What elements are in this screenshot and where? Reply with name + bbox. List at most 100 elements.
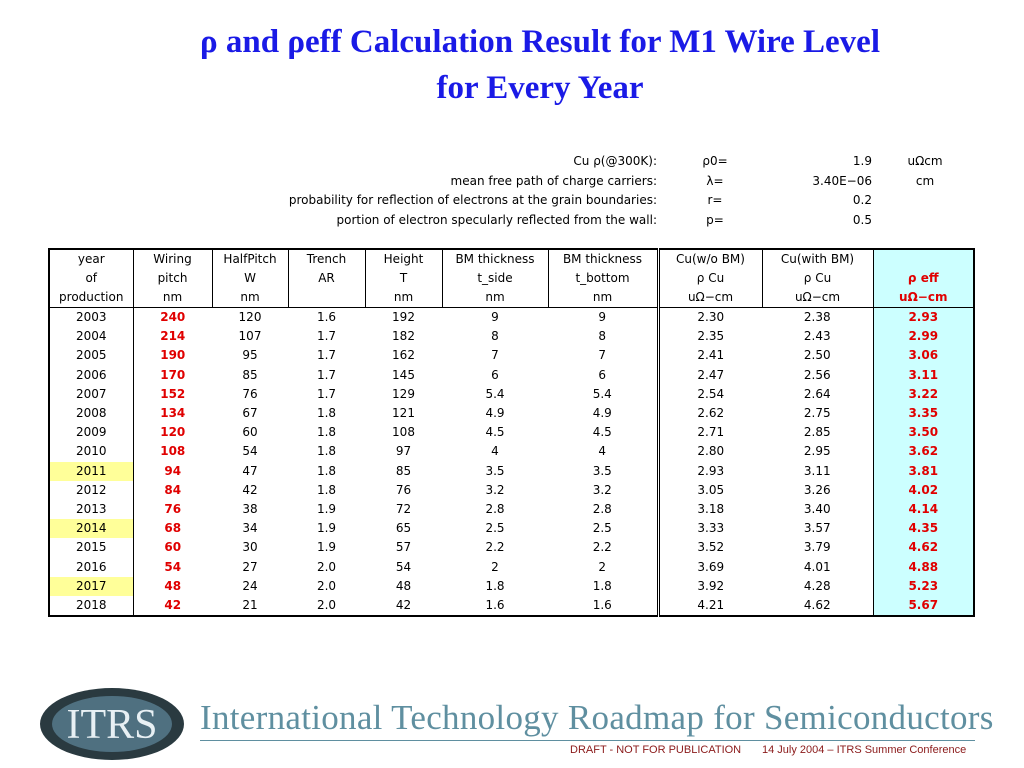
data-cell: 2003 [49,307,134,328]
data-cell: 1.6 [485,597,505,612]
data-cell: 121 [392,406,415,421]
result-table: year Wiring HalfPitch Trench Height BM thickn… [48,248,975,617]
data-cell: 54 [242,444,258,459]
data-cell: 4.62 [803,597,831,612]
data-cell: 2.5 [485,521,505,536]
data-cell: 1.6 [592,597,612,612]
data-cell: 1.6 [288,307,365,328]
footer-name: International Technology Roadmap for Sem… [200,698,994,737]
data-cell: 2 [491,559,499,574]
data-cell: 2017 [49,576,134,596]
data-cell: 68 [132,519,212,539]
param-symbol: ρ0= [702,154,728,168]
header-cell: nm [132,288,212,308]
data-cell: 21 [242,597,258,612]
data-cell: 3.5 [485,463,505,478]
data-cell: 182 [392,329,415,344]
data-cell: 3.2 [592,482,612,497]
data-cell: 3.22 [872,384,974,404]
data-cell: 4 [598,444,607,459]
header-cell: ρ eff [872,269,974,288]
header-cell: of [48,269,134,288]
header-cell [287,288,365,308]
data-cell: 2016 [49,557,134,577]
header-cell: HalfPitch [211,249,288,269]
data-cell: 1.8 [316,482,337,497]
header-cell: ρ Cu [656,269,762,288]
param-label: probability for reflection of electrons … [288,193,657,207]
data-cell: 24 [242,578,258,593]
data-cell: 4.21 [656,595,762,616]
data-cell: 3.52 [656,538,762,558]
header-cell: nm [364,288,442,308]
data-cell: 2.95 [803,444,831,459]
data-cell: 2 [598,559,607,574]
data-cell: 2010 [49,442,134,462]
data-cell: 76 [242,386,258,401]
data-cell: 3.11 [803,463,831,478]
param-label: Cu ρ(@300K): [573,154,657,168]
data-cell: 170 [132,365,212,385]
data-row: 2018 42 21 2.0 42 1.6 1.6 4.21 4.62 5.67 [49,595,974,616]
data-cell: 4.35 [872,519,974,539]
data-cell: 240 [132,307,212,328]
data-row: 2012 84 42 1.8 76 3.2 3.2 3.05 3.26 4.02 [49,480,974,500]
data-cell: 60 [132,538,212,558]
data-cell: 4.01 [803,559,831,574]
data-cell: 54 [132,557,212,577]
data-cell: 2.64 [803,386,831,401]
title: ρ and ρeff Calculation Result for M1 Wir… [200,24,880,60]
data-cell: 2011 [49,461,134,481]
header-cell: t_side [441,269,548,288]
data-cell: 4.9 [592,406,612,421]
data-cell: 48 [132,576,212,596]
data-cell: 1.9 [316,540,337,555]
data-cell: 2.75 [803,406,831,421]
data-cell: 2.35 [656,327,762,347]
data-cell: 2.0 [316,597,337,612]
header-cell: Height [364,249,442,269]
data-cell: 85 [395,463,412,478]
data-cell: 2.47 [656,365,762,385]
data-cell: 3.11 [872,365,974,385]
data-cell: 2.85 [803,425,831,440]
logo: ITRS [40,688,184,760]
data-cell: 2005 [49,346,134,366]
data-cell: 2.71 [656,423,762,443]
data-cell: 72 [395,501,412,516]
data-row: 2009 120 60 1.8 108 4.5 4.5 2.71 2.85 3.50 [49,423,974,443]
data-cell: 2.93 [656,461,762,481]
table-body: 2003 240 120 1.6 192 9 9 2.30 2.38 2.93 2004 214 107… [49,307,974,616]
footer-event: 14 July 2004 – ITRS Summer Conference [762,744,967,756]
data-cell: 1.8 [316,444,337,459]
data-cell: 1.9 [316,501,337,516]
param-value: 1.9 [852,154,872,168]
data-cell: 67 [242,406,258,421]
data-cell: 3.79 [803,540,831,555]
data-cell: 95 [242,348,258,363]
data-cell: 54 [395,559,412,574]
data-cell: 2.8 [485,501,505,516]
data-cell: 76 [395,482,412,497]
param-value: 3.40E−06 [812,173,872,188]
data-cell: 1.9 [316,521,337,536]
header-cell: uΩ−cm [872,288,974,308]
data-cell: 42 [132,595,212,616]
footer-draft: DRAFT - NOT FOR PUBLICATION [570,744,742,756]
data-cell: 9 [548,307,658,328]
data-cell: 84 [132,480,212,500]
param-symbol: r= [707,193,723,207]
header-cell: uΩ−cm [656,288,762,308]
data-cell: 4.88 [872,557,974,577]
data-cell: 76 [132,499,212,520]
data-cell: 2013 [49,499,134,520]
data-cell: 120 [212,307,288,328]
data-cell: 2018 [49,595,134,616]
data-cell: 107 [238,329,262,344]
header-cell: Trench [287,249,365,269]
data-cell: 7 [598,348,607,363]
data-cell: 1.7 [316,367,337,382]
data-cell: 3.06 [872,346,974,366]
header-cell: ρ Cu [761,269,873,288]
data-cell: 3.2 [485,482,505,497]
